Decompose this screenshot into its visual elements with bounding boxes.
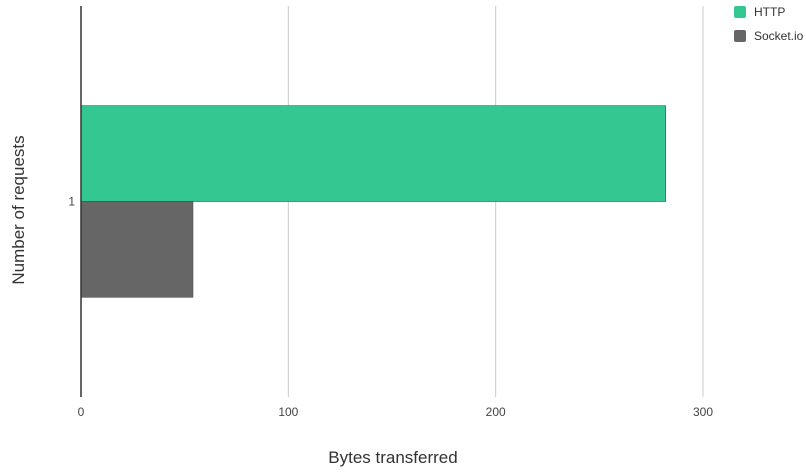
legend-label: Socket.io — [754, 29, 804, 43]
legend-label: HTTP — [754, 5, 785, 19]
legend-swatch — [734, 6, 746, 18]
x-tick-labels: 0 100 200 300 — [78, 405, 714, 419]
bar-http — [80, 105, 666, 202]
x-tick-label: 200 — [486, 405, 506, 419]
y-tick-labels: 1 — [68, 195, 75, 209]
legend: HTTP Socket.io — [734, 5, 804, 43]
legend-swatch — [734, 30, 746, 42]
x-tick-label: 100 — [278, 405, 298, 419]
bars — [80, 105, 666, 298]
x-axis-title: Bytes transferred — [328, 448, 457, 467]
bar-socket-io — [80, 201, 194, 298]
x-tick-label: 0 — [78, 405, 85, 419]
y-axis-title: Number of requests — [9, 135, 28, 284]
y-tick-label: 1 — [68, 195, 75, 209]
x-tick-label: 300 — [693, 405, 713, 419]
